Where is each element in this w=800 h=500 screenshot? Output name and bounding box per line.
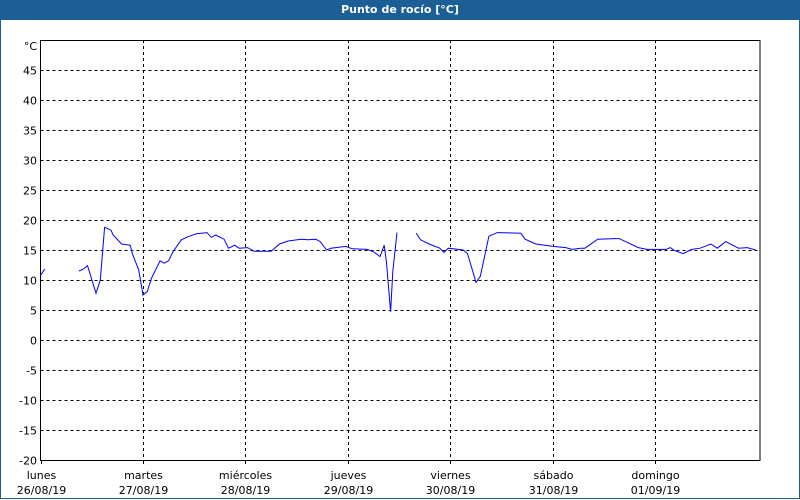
x-tick-day: martes bbox=[124, 469, 163, 482]
dew-point-line-segment bbox=[40, 268, 46, 276]
y-tick-label: 30 bbox=[23, 155, 37, 168]
y-tick-label: 40 bbox=[23, 95, 37, 108]
x-tick-day: jueves bbox=[330, 469, 367, 482]
y-tick-label: -5 bbox=[26, 365, 37, 378]
x-tick-day: domingo bbox=[631, 469, 679, 482]
y-tick-label: 25 bbox=[23, 185, 37, 198]
dew-point-line-segment bbox=[78, 226, 398, 312]
x-tick-date: 26/08/19 bbox=[17, 484, 66, 497]
y-tick-label: -15 bbox=[19, 425, 37, 438]
dew-point-line-segment bbox=[415, 232, 756, 284]
x-tick-date: 28/08/19 bbox=[221, 484, 270, 497]
window-title: Punto de rocío [°C] bbox=[0, 0, 800, 20]
y-tick-label: 20 bbox=[23, 215, 37, 228]
x-tick-day: viernes bbox=[430, 469, 470, 482]
y-tick-label: 15 bbox=[23, 245, 37, 258]
x-tick-day: miércoles bbox=[219, 469, 272, 482]
y-tick-label: 10 bbox=[23, 275, 37, 288]
y-tick-label: 5 bbox=[30, 305, 37, 318]
x-tick-day: lunes bbox=[27, 469, 57, 482]
x-tick-date: 31/08/19 bbox=[529, 484, 578, 497]
y-tick-label: -10 bbox=[19, 395, 37, 408]
x-tick-date: 01/09/19 bbox=[631, 484, 680, 497]
x-tick-day: sábado bbox=[534, 469, 574, 482]
plot-border bbox=[40, 40, 761, 461]
y-tick-label: 45 bbox=[23, 65, 37, 78]
y-tick-label: 0 bbox=[30, 335, 37, 348]
x-tick-date: 30/08/19 bbox=[426, 484, 475, 497]
y-axis-unit-label: °C bbox=[24, 40, 38, 53]
x-tick-date: 29/08/19 bbox=[324, 484, 373, 497]
x-tick-date: 27/08/19 bbox=[119, 484, 168, 497]
y-tick-label: -20 bbox=[19, 455, 37, 468]
y-tick-label: 35 bbox=[23, 125, 37, 138]
